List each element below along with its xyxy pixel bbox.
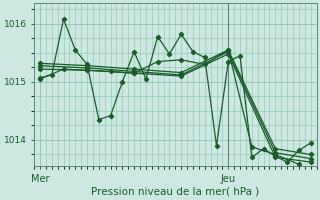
X-axis label: Pression niveau de la mer( hPa ): Pression niveau de la mer( hPa ) bbox=[91, 187, 260, 197]
